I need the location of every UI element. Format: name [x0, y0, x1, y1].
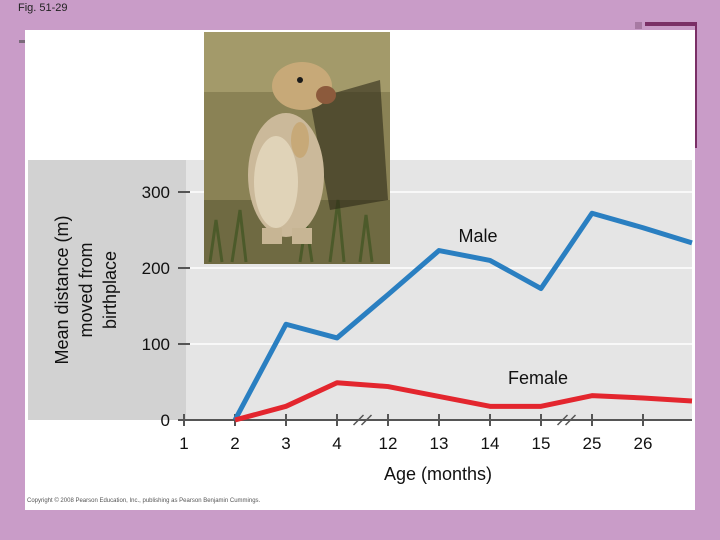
- x-tick-label: 3: [281, 434, 290, 453]
- y-tick-label: 100: [142, 335, 170, 354]
- y-axis-ticks: 0 100 200 300: [142, 183, 190, 430]
- y-axis-title-line-2: moved from: [76, 242, 96, 337]
- squirrel-photo: [204, 32, 390, 264]
- x-tick-label: 14: [481, 434, 500, 453]
- axis-break-mark: [352, 414, 365, 426]
- y-tick-label: 200: [142, 259, 170, 278]
- y-tick-label: 0: [161, 411, 170, 430]
- x-tick-label: 12: [379, 434, 398, 453]
- axis-break-mark: [360, 414, 373, 426]
- left-dash: [19, 40, 25, 43]
- male-series-line: [232, 210, 693, 422]
- axis-break-mark: [564, 414, 577, 426]
- axis-break-mark: [556, 414, 569, 426]
- corner-square: [635, 22, 642, 29]
- x-tick-label: 2: [230, 434, 239, 453]
- female-series-label: Female: [508, 368, 568, 388]
- y-axis-title-line-1: Mean distance (m): [52, 215, 72, 364]
- x-tick-label: 26: [634, 434, 653, 453]
- x-tick-label: 15: [532, 434, 551, 453]
- male-series-label: Male: [458, 226, 497, 246]
- y-axis-title-line-3: birthplace: [100, 251, 120, 329]
- x-tick-label: 25: [583, 434, 602, 453]
- x-axis: 1 2 3 4 12 13 14 15 25 26: [179, 414, 692, 453]
- copyright-notice: Copyright © 2008 Pearson Education, Inc.…: [27, 498, 261, 504]
- x-axis-title: Age (months): [384, 464, 492, 484]
- series-lines: [232, 210, 693, 423]
- y-axis-title: Mean distance (m) moved from birthplace: [52, 215, 120, 364]
- corner-decoration: [645, 22, 697, 148]
- y-tick-label: 300: [142, 183, 170, 202]
- x-tick-label: 13: [430, 434, 449, 453]
- figure-label: Fig. 51-29: [18, 2, 68, 14]
- y-axis-panel: [28, 160, 186, 420]
- x-tick-label: 4: [332, 434, 341, 453]
- female-series-line: [234, 380, 693, 423]
- x-tick-label: 1: [179, 434, 188, 453]
